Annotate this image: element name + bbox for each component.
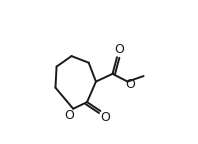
Text: O: O <box>100 111 110 124</box>
Text: O: O <box>114 43 124 56</box>
Text: O: O <box>64 109 74 122</box>
Text: O: O <box>125 78 135 91</box>
